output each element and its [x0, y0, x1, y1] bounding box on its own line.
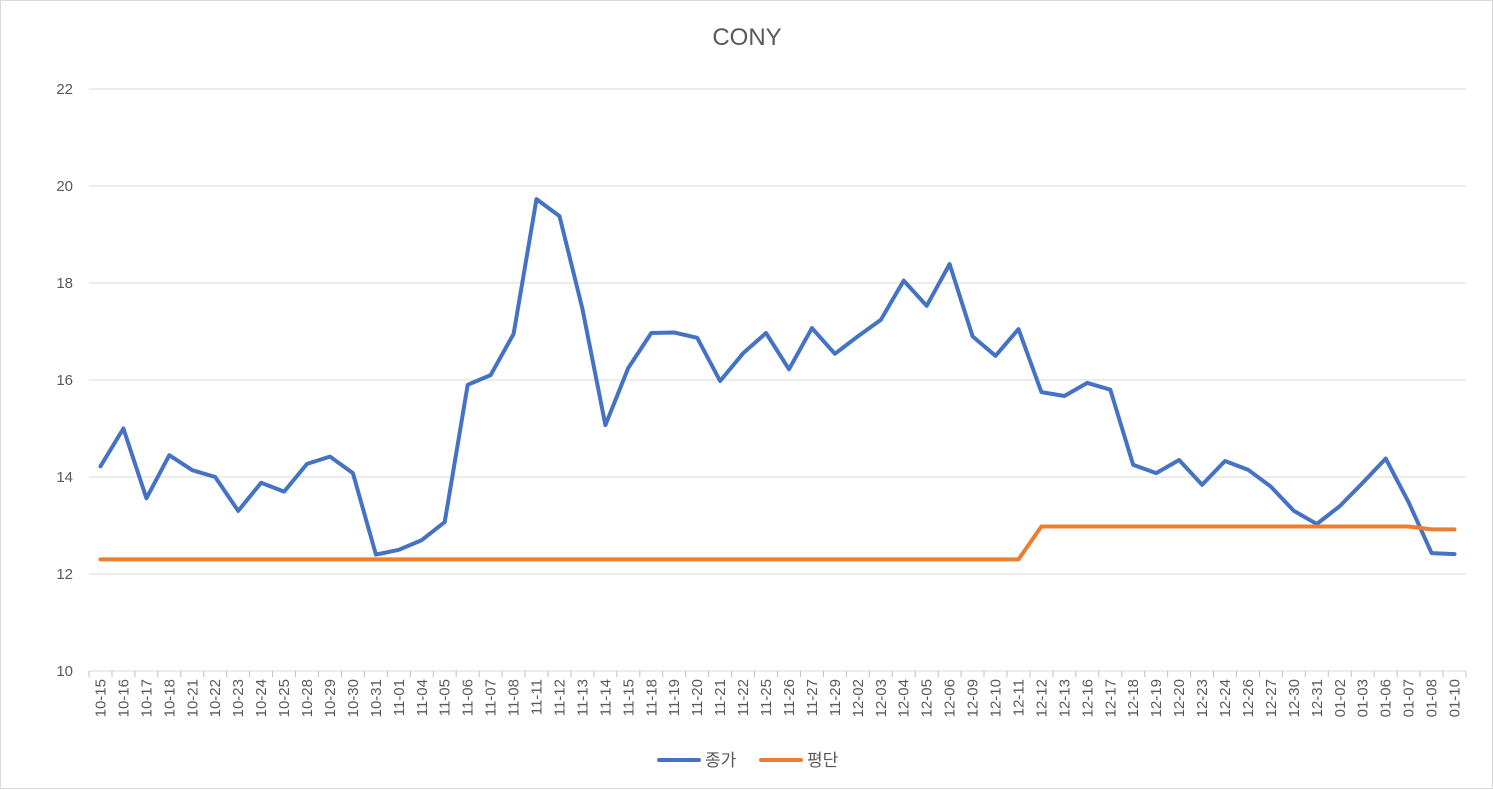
x-tick-label: 12-13 — [1056, 679, 1073, 717]
x-tick-label: 10-21 — [184, 679, 201, 717]
x-tick-label: 11-18 — [643, 679, 660, 716]
x-tick-label: 12-30 — [1286, 679, 1303, 717]
x-tick-label: 11-20 — [689, 679, 706, 716]
x-tick-label: 12-05 — [919, 679, 936, 717]
y-tick-label: 16 — [56, 372, 73, 389]
x-tick-label: 11-27 — [804, 679, 821, 716]
series-line-1 — [98, 197, 1457, 557]
x-tick-label: 10-16 — [115, 679, 132, 717]
x-tick-label: 11-07 — [483, 679, 500, 716]
x-tick-label: 01-08 — [1424, 679, 1441, 717]
y-tick-label: 22 — [56, 81, 73, 98]
x-tick-label: 11-25 — [758, 679, 775, 716]
gridlines — [89, 88, 1466, 672]
x-tick-label: 12-03 — [873, 679, 890, 717]
x-tick-label: 11-13 — [574, 679, 591, 716]
x-tick-label: 01-03 — [1355, 679, 1372, 717]
legend: 종가 평단 — [657, 751, 839, 770]
x-tick-label: 11-26 — [781, 679, 798, 716]
x-tick-label: 11-11 — [529, 679, 546, 715]
legend-item-2: 평단 — [759, 751, 839, 770]
legend-label: 종가 — [705, 751, 737, 770]
x-tick-label: 10-30 — [345, 679, 362, 717]
x-tick-label: 10-17 — [138, 679, 155, 717]
chart-title: CONY — [712, 24, 781, 51]
x-tick-label: 10-29 — [322, 679, 339, 717]
x-tick-label: 12-20 — [1171, 679, 1188, 717]
x-tick-label: 12-06 — [942, 679, 959, 717]
x-tick-label: 12-04 — [896, 679, 913, 717]
x-tick-label: 12-31 — [1309, 679, 1326, 717]
x-tick-label: 10-15 — [92, 679, 109, 717]
x-tick-label: 10-25 — [276, 679, 293, 717]
legend-label: 평단 — [807, 751, 839, 770]
x-tick-label: 12-02 — [850, 679, 867, 717]
x-tick-label: 01-07 — [1401, 679, 1418, 717]
x-tick-label: 11-12 — [551, 679, 568, 716]
x-tick-label: 11-04 — [414, 679, 431, 716]
x-tick-label: 10-28 — [299, 679, 316, 717]
x-tick-label: 12-17 — [1102, 679, 1119, 717]
x-tick-label: 11-22 — [735, 679, 752, 716]
x-tick-label: 12-26 — [1240, 679, 1257, 717]
x-tick-label: 11-15 — [620, 679, 637, 716]
x-axis: 10-15 10-16 10-17 10-18 10-21 10-22 10-23 10-24… — [88, 671, 1467, 717]
y-tick-label: 18 — [56, 275, 73, 292]
x-tick-label: 11-29 — [827, 679, 844, 716]
series-line-2 — [98, 524, 1457, 562]
x-tick-label: 11-05 — [437, 679, 454, 716]
x-tick-label: 12-16 — [1079, 679, 1096, 717]
x-tick-label: 12-18 — [1125, 679, 1142, 717]
x-tick-label: 12-19 — [1148, 679, 1165, 717]
x-tick-label: 11-06 — [460, 679, 477, 716]
x-tick-label: 11-14 — [597, 679, 614, 716]
x-tick-label: 01-10 — [1447, 679, 1464, 717]
x-tick-label: 10-31 — [368, 679, 385, 717]
x-tick-label: 10-18 — [161, 679, 178, 717]
x-tick-label: 11-08 — [506, 679, 523, 716]
x-tick-label: 12-09 — [965, 679, 982, 717]
x-tick-label: 11-19 — [666, 679, 683, 716]
x-tick-label: 12-12 — [1033, 679, 1050, 717]
x-tick-label: 10-23 — [230, 679, 247, 717]
x-tick-label: 11-01 — [391, 679, 408, 716]
x-tick-label: 11-21 — [712, 679, 729, 716]
y-tick-label: 14 — [56, 469, 73, 486]
y-tick-label: 20 — [56, 178, 73, 195]
x-tick-label: 12-11 — [1010, 679, 1027, 716]
series-layer — [98, 197, 1457, 562]
x-tick-label: 01-06 — [1378, 679, 1395, 717]
y-tick-label: 10 — [56, 663, 73, 680]
x-tick-label: 10-24 — [253, 679, 270, 717]
x-tick-label: 12-27 — [1263, 679, 1280, 717]
x-tick-label: 12-24 — [1217, 679, 1234, 717]
x-tick-label: 10-22 — [207, 679, 224, 717]
y-tick-label: 12 — [56, 566, 73, 583]
legend-item-1: 종가 — [657, 751, 737, 770]
y-axis-ticks: 10 12 14 16 18 20 22 — [56, 81, 73, 680]
x-tick-label: 12-10 — [988, 679, 1005, 717]
x-tick-label: 12-23 — [1194, 679, 1211, 717]
x-tick-label: 01-02 — [1332, 679, 1349, 717]
